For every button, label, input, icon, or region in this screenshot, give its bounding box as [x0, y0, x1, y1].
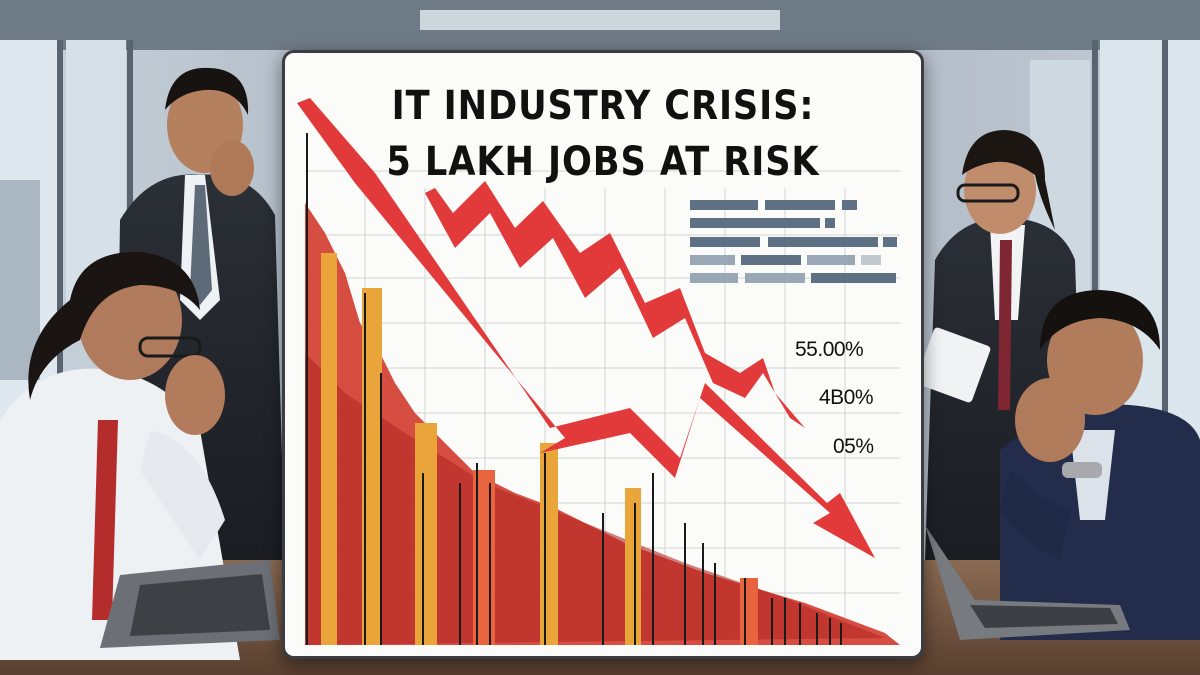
laptop-left	[100, 560, 280, 648]
infographic-board: IT INDUSTRY CRISIS: 5 LAKH JOBS AT RISK …	[282, 50, 924, 659]
right-windows	[1030, 40, 1200, 440]
percentage-1: 55.00%	[795, 338, 864, 361]
percentage-3: 05%	[833, 435, 874, 458]
man-right	[1000, 290, 1200, 640]
legend-placeholder-bars	[690, 200, 897, 283]
laptop-right	[925, 525, 1130, 640]
percentage-2: 4B0%	[819, 386, 874, 409]
zigzag-trend	[425, 181, 805, 428]
thin-bars	[306, 133, 842, 645]
headline-line-1: IT INDUSTRY CRISIS:	[391, 83, 815, 129]
orange-bars	[321, 253, 641, 645]
headline-line-2: 5 LAKH JOBS AT RISK	[386, 139, 820, 185]
crisis-chart-graphic	[297, 98, 900, 645]
